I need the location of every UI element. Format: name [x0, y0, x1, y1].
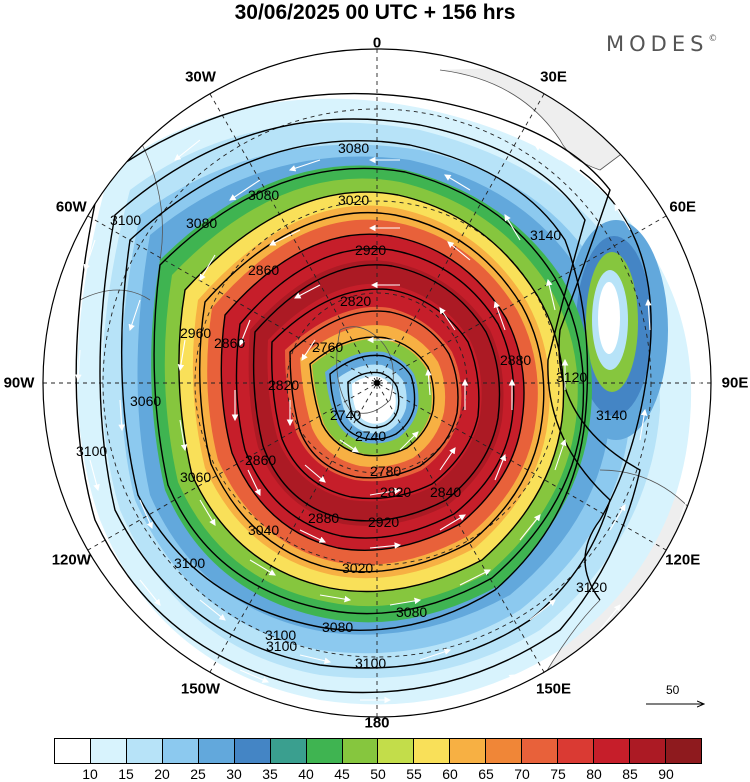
brand-mark: ©: [708, 34, 718, 44]
contour-label: 2960: [180, 325, 211, 341]
longitude-label-150e: 150E: [535, 680, 572, 698]
contour-label: 2780: [370, 463, 401, 479]
contour-label: 2880: [308, 510, 339, 526]
contour-label: 2740: [330, 407, 361, 423]
colorbar-swatch: [126, 739, 163, 763]
reference-vector-label: 50: [666, 683, 680, 697]
longitude-label-60w: 60W: [55, 198, 87, 215]
longitude-label-120e: 120E: [665, 551, 701, 568]
contour-label: 2880: [500, 352, 531, 368]
contour-label: 2820: [340, 293, 371, 309]
colorbar-swatch: [522, 739, 559, 763]
colorbar-tick-label: 20: [154, 766, 170, 782]
contour-label: 3100: [110, 212, 141, 228]
contour-label: 3120: [576, 579, 607, 595]
brand-logo: MODES©: [606, 32, 717, 56]
contour-label: 2760: [312, 339, 343, 355]
longitude-label-180: 180: [364, 714, 390, 732]
colorbar-swatch: [306, 739, 343, 763]
colorbar-labels: 10 15 20 25 30 35 40 45 50 55 60 65 70 75 80 85 90: [54, 766, 702, 782]
colorbar-swatch: [665, 739, 701, 763]
colorbar-swatch: [594, 739, 630, 763]
colorbar-swatch: [90, 739, 127, 763]
contour-label: 3140: [596, 407, 627, 423]
wind-vectors: [75, 139, 704, 704]
colorbar-tick-label: 50: [370, 766, 386, 782]
colorbar: [54, 738, 702, 764]
contour-label-group: 3080 3020 2920 2860 2820 2760 2740 2780 …: [76, 140, 627, 671]
colorbar-swatch: [414, 739, 451, 763]
longitude-label-120w: 120W: [51, 551, 91, 568]
colorbar-swatch: [162, 739, 199, 763]
colorbar-tick-label: 75: [550, 766, 566, 782]
contour-label: 3080: [186, 215, 217, 231]
longitude-label-150w: 150W: [180, 680, 221, 698]
colorbar-tick-label: 60: [442, 766, 458, 782]
pole-marker: [374, 380, 380, 386]
longitude-label-0: 0: [372, 34, 382, 52]
colorbar-tick-label: 55: [406, 766, 422, 782]
contour-label: 3060: [180, 469, 211, 485]
contour-label: 2820: [380, 484, 411, 500]
map-border: [42, 48, 712, 718]
contour-label: 3080: [396, 604, 427, 620]
contour-label: 3100: [174, 555, 205, 571]
contour-label: 2860: [214, 335, 245, 351]
colorbar-swatch: [558, 739, 595, 763]
colorbar-tick-label: 65: [478, 766, 494, 782]
colorbar-tick-label: 85: [622, 766, 638, 782]
colorbar-tick-label: 70: [514, 766, 530, 782]
contour-label: 3040: [248, 522, 279, 538]
contour-label: 3080: [248, 187, 279, 203]
longitude-label-30e: 30E: [540, 68, 567, 86]
colorbar-swatch: [450, 739, 487, 763]
colorbar-swatch: [630, 739, 666, 763]
contour-label: 3100: [266, 638, 297, 654]
contour-label: 2920: [355, 242, 386, 258]
map-title: 30/06/2025 00 UTC + 156 hrs: [234, 1, 516, 24]
contour-label: 3080: [338, 140, 369, 156]
colorbar-tick-label: 15: [118, 766, 134, 782]
contour-label: 3100: [265, 627, 296, 643]
colorbar-swatch: [198, 739, 235, 763]
longitude-label-60e: 60E: [669, 198, 697, 215]
colorbar-tick-label: 90: [658, 766, 674, 782]
contour-label: 3120: [556, 369, 587, 385]
colorbar-swatch: [234, 739, 271, 763]
colorbar-tick-label: 10: [82, 766, 98, 782]
height-contours: [75, 92, 652, 694]
colorbar-tick-label: 80: [586, 766, 602, 782]
longitude-label-90e: 90E: [721, 374, 749, 392]
colorbar-swatch: [378, 739, 415, 763]
colorbar-swatch: [270, 739, 307, 763]
colorbar-tick-label: 45: [334, 766, 350, 782]
colorbar-tick-label: 40: [298, 766, 314, 782]
longitude-label-90w: 90W: [3, 374, 35, 392]
longitude-label-30w: 30W: [185, 68, 216, 86]
contour-label: 3020: [338, 192, 369, 208]
colorbar-swatch: [486, 739, 523, 763]
colorbar-tick-label: 25: [190, 766, 206, 782]
colorbar-swatch: [55, 739, 91, 763]
colorbar-swatch: [342, 739, 379, 763]
contour-label: 3100: [355, 655, 386, 671]
contour-label: 2920: [368, 514, 399, 530]
contour-label: 2860: [245, 452, 276, 468]
brand-name: MODES: [606, 32, 709, 56]
contour-label: 3140: [530, 227, 561, 243]
contour-label: 3020: [342, 560, 373, 576]
contour-label: 3100: [76, 443, 107, 459]
colorbar-tick-label: 30: [226, 766, 242, 782]
colorbar-tick-label: 35: [262, 766, 278, 782]
contour-label: 3080: [322, 619, 353, 635]
contour-label: 3060: [130, 393, 161, 409]
contour-label: 2740: [355, 428, 386, 444]
contour-label: 2840: [430, 484, 461, 500]
contour-label: 2820: [268, 377, 299, 393]
contour-label: 2860: [248, 262, 279, 278]
